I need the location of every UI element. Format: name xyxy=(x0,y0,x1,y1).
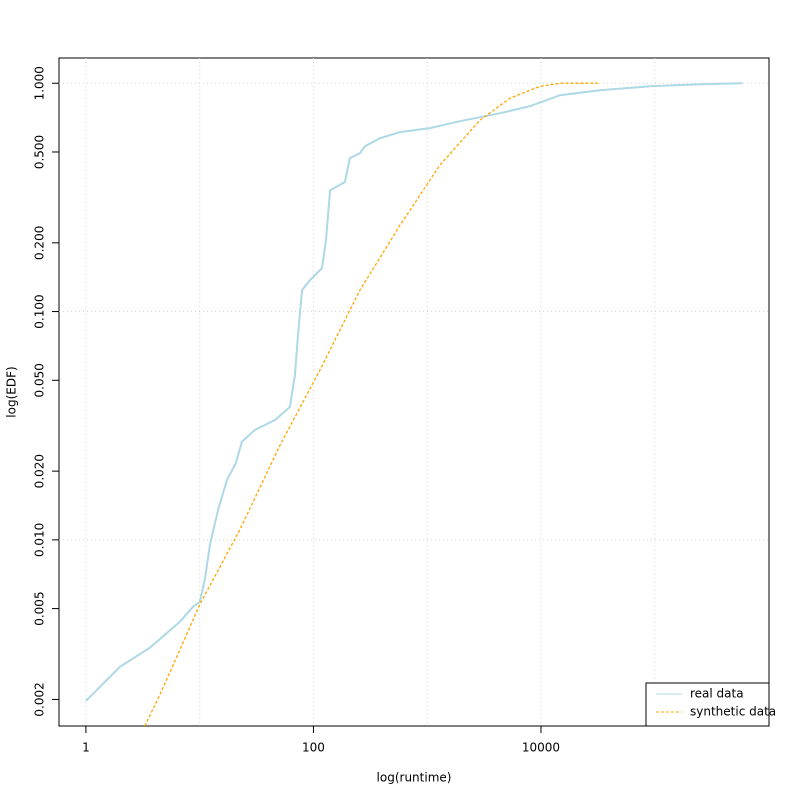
y-tick-label: 0.002 xyxy=(33,682,47,716)
y-tick-label: 0.100 xyxy=(33,294,47,328)
line-series xyxy=(85,82,743,702)
x-tick-label: 100 xyxy=(302,741,325,755)
y-tick-label: 0.010 xyxy=(33,523,47,557)
y-tick-label: 0.500 xyxy=(33,135,47,169)
x-axis-label: log(runtime) xyxy=(377,771,452,785)
legend-label: real data xyxy=(690,687,744,701)
plot-box xyxy=(58,57,770,727)
legend-box xyxy=(645,682,770,727)
y-tick-label: 0.050 xyxy=(33,363,47,397)
y-axis-label: log(EDF) xyxy=(5,366,19,417)
line-series xyxy=(144,82,598,726)
x-tick-label: 10000 xyxy=(522,741,560,755)
y-tick-label: 0.200 xyxy=(33,226,47,260)
legend-label: synthetic data xyxy=(690,705,776,719)
x-tick-label: 1 xyxy=(82,741,90,755)
y-tick-label: 1.000 xyxy=(33,66,47,100)
y-tick-label: 0.020 xyxy=(33,454,47,488)
y-tick-label: 0.005 xyxy=(33,591,47,625)
